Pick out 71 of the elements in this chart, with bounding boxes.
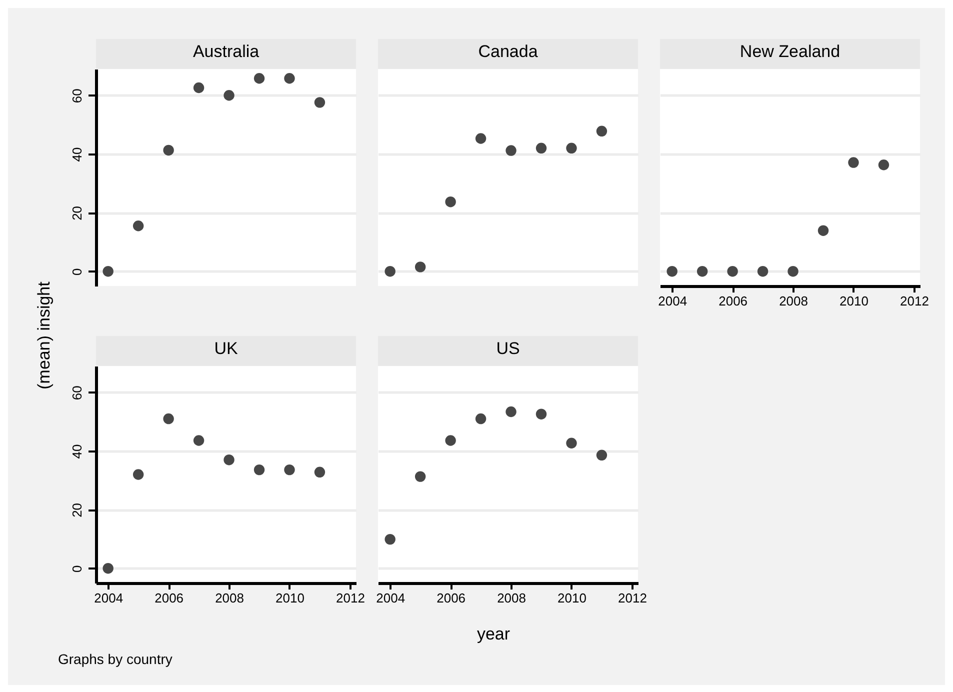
point [414, 262, 426, 272]
y-axis-title: (mean) insight [34, 281, 54, 390]
point [696, 266, 708, 277]
point [506, 145, 516, 156]
point [163, 413, 174, 424]
x-tick-label: 2010 [276, 590, 304, 606]
point [314, 466, 326, 478]
point [102, 266, 114, 277]
point [445, 196, 456, 208]
x-tick-label: 2010 [840, 294, 868, 308]
y-tick-label: 0 [70, 565, 84, 572]
point [566, 438, 577, 448]
point [193, 435, 204, 446]
point [132, 469, 144, 480]
chart-title: Australia [192, 42, 260, 61]
point [445, 435, 456, 446]
point [566, 142, 577, 154]
x-tick-label: 2006 [154, 590, 184, 606]
point [596, 450, 608, 460]
point [224, 454, 234, 466]
y-tick-label: 40 [70, 444, 84, 459]
point [193, 82, 204, 94]
x-tick-label: 2012 [618, 590, 647, 606]
x-tick-label: 2010 [558, 590, 586, 606]
chart-title: Canada [478, 42, 538, 61]
chart-title: US [496, 339, 520, 358]
point [475, 133, 486, 144]
point [284, 73, 295, 84]
point [848, 157, 859, 168]
point [666, 266, 678, 277]
x-tick-label: 2012 [900, 294, 929, 308]
point [475, 413, 486, 424]
point [254, 73, 265, 84]
y-tick-label: 20 [70, 502, 84, 518]
x-tick-label: 2006 [436, 590, 466, 606]
point [878, 160, 890, 170]
point [132, 220, 144, 232]
point [788, 266, 798, 277]
x-tick-label: 2004 [658, 294, 688, 308]
point [314, 97, 326, 108]
y-tick-label: 0 [70, 268, 84, 276]
point [536, 142, 547, 154]
x-tick-label: 2008 [497, 590, 526, 606]
point [596, 126, 608, 137]
point [414, 471, 426, 482]
point [284, 464, 295, 476]
point [254, 464, 265, 476]
x-axis-title: year [476, 624, 510, 644]
x-tick-label: 2006 [718, 294, 748, 308]
x-tick-label: 2008 [215, 590, 244, 606]
point [384, 266, 396, 277]
y-tick-label: 40 [70, 147, 84, 162]
x-tick-label: 2008 [779, 294, 808, 308]
point [506, 406, 516, 418]
y-tick-label: 20 [70, 206, 84, 220]
point [224, 90, 234, 101]
point [727, 266, 738, 277]
point [818, 225, 829, 236]
y-tick-label: 60 [70, 386, 84, 400]
x-tick-label: 2012 [336, 590, 365, 606]
point [163, 144, 174, 156]
text: Graphs by country [58, 651, 172, 667]
chart-title: New Zealand [740, 42, 840, 61]
point [102, 562, 114, 574]
x-tick-label: 2004 [376, 590, 406, 606]
y-tick-label: 60 [70, 88, 84, 104]
chart-title: UK [214, 339, 238, 358]
point [757, 266, 768, 277]
point [384, 534, 396, 545]
point [536, 408, 547, 420]
x-tick-label: 2004 [94, 590, 124, 606]
